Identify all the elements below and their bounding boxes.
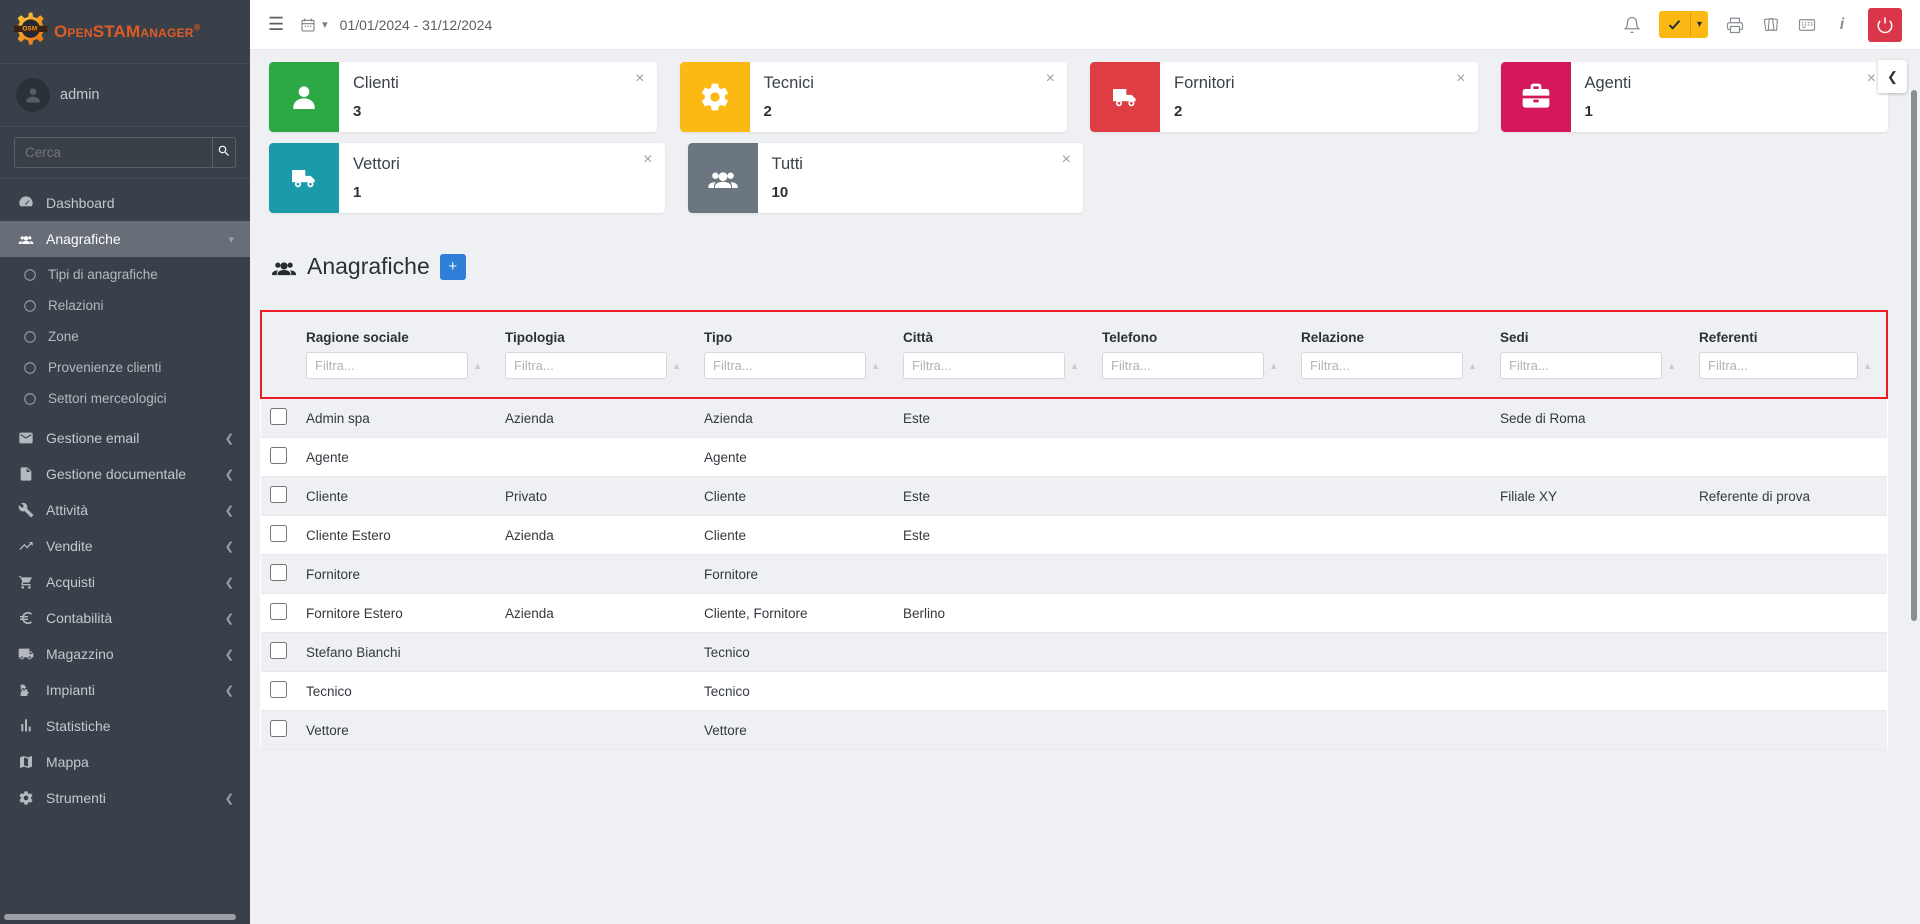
svg-text:OSM: OSM (22, 25, 37, 32)
